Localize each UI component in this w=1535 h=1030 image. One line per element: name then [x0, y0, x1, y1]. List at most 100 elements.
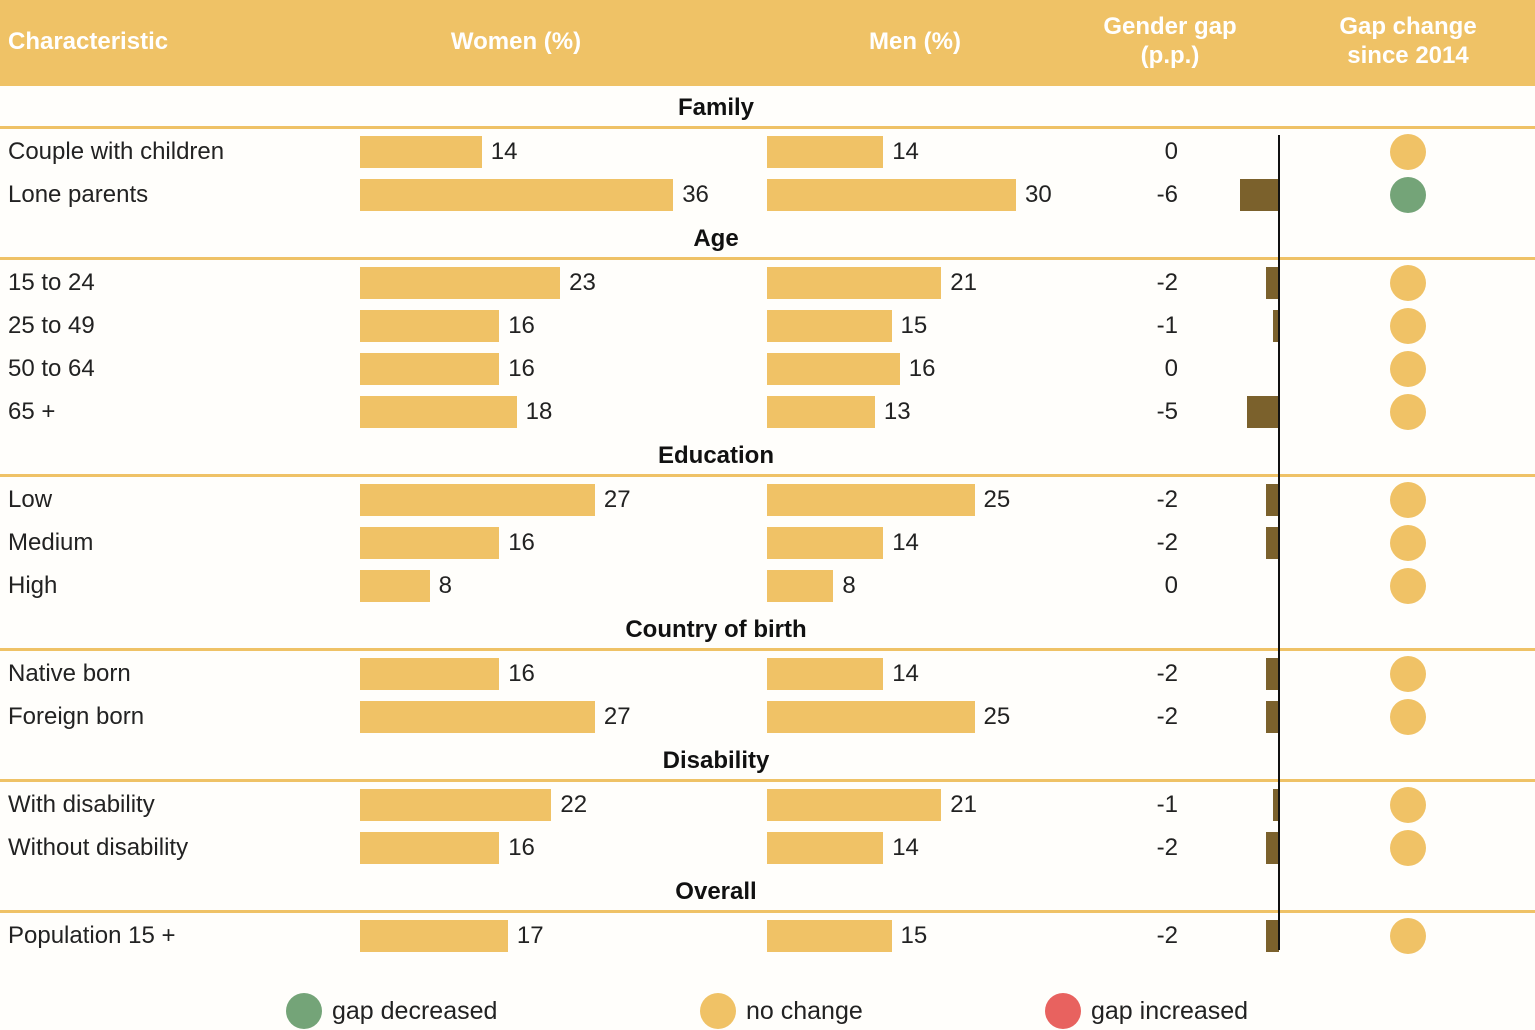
header-change-line1: Gap change [1339, 13, 1477, 40]
men-value: 14 [892, 138, 919, 165]
gap-value: -6 [1156, 181, 1178, 208]
gap-bar [1266, 920, 1279, 952]
section-title: Age [693, 225, 739, 252]
men-value: 14 [892, 660, 919, 687]
legend-decreased: gap decreased [286, 993, 497, 1029]
men-bar [767, 310, 892, 342]
gap-bar [1266, 658, 1279, 690]
change-indicator-no_change [1390, 482, 1426, 518]
men-bar [767, 658, 884, 690]
legend-label: no change [746, 996, 863, 1025]
women-value: 18 [525, 398, 553, 425]
women-bar [360, 920, 508, 952]
gap-bar [1240, 179, 1279, 211]
change-indicator-decreased [1390, 177, 1426, 213]
men-value: 21 [950, 269, 977, 296]
change-indicator-no_change [1390, 656, 1426, 692]
women-bar [360, 484, 595, 516]
section-divider [0, 910, 1535, 913]
section-divider [0, 474, 1535, 477]
row-label: 15 to 24 [8, 269, 95, 296]
section-title: Disability [662, 747, 770, 774]
legend-dot-increased [1045, 993, 1081, 1029]
legend-dot-no-change [700, 993, 736, 1029]
change-indicator-no_change [1390, 918, 1426, 954]
men-bar [767, 136, 884, 168]
men-value: 16 [908, 355, 936, 382]
gap-value: -2 [1156, 703, 1178, 730]
women-value: 16 [508, 660, 535, 687]
section-divider [0, 257, 1535, 260]
gap-bar [1266, 527, 1279, 559]
row-label: Lone parents [8, 181, 149, 208]
men-bar [767, 484, 975, 516]
women-bar [360, 353, 500, 385]
men-bar [767, 920, 892, 952]
change-indicator-no_change [1390, 830, 1426, 866]
women-value: 27 [603, 486, 631, 513]
men-value: 25 [983, 703, 1011, 730]
change-indicator-no_change [1390, 308, 1426, 344]
change-indicator-no_change [1390, 699, 1426, 735]
legend-no-change: no change [700, 993, 863, 1029]
men-bar [767, 396, 875, 428]
gap-bar [1272, 310, 1279, 342]
men-value: 15 [900, 922, 928, 949]
women-value: 16 [508, 834, 535, 861]
change-indicator-no_change [1390, 525, 1426, 561]
change-indicator-no_change [1390, 787, 1426, 823]
row-label: Low [8, 486, 53, 513]
women-bar [360, 832, 500, 864]
women-bar [360, 658, 500, 690]
change-indicator-no_change [1390, 351, 1426, 387]
gap-value: 0 [1164, 355, 1178, 382]
table-header: Characteristic Women (%) Men (%) Gender … [0, 0, 1535, 86]
row-label: Medium [8, 529, 94, 556]
women-value: 17 [516, 922, 544, 949]
men-value: 13 [883, 398, 911, 425]
legend-label: gap decreased [332, 996, 498, 1025]
women-bar [360, 179, 674, 211]
section-title: Overall [675, 878, 757, 905]
gap-bar [1266, 484, 1279, 516]
gap-value: -1 [1156, 312, 1178, 339]
gap-value: 0 [1164, 572, 1178, 599]
row-label: 50 to 64 [8, 355, 95, 382]
men-value: 25 [983, 486, 1011, 513]
row-label: 25 to 49 [8, 312, 95, 339]
gap-value: -2 [1156, 834, 1178, 861]
row-label: 65 + [8, 398, 56, 425]
women-bar [360, 789, 552, 821]
women-value: 16 [508, 355, 535, 382]
men-bar [767, 570, 834, 602]
men-value: 8 [842, 572, 856, 599]
men-value: 14 [892, 834, 919, 861]
men-bar [767, 789, 942, 821]
legend-dot-decreased [286, 993, 322, 1029]
row-label: Foreign born [8, 703, 145, 730]
gap-bar [1266, 832, 1279, 864]
row-label: Without disability [8, 834, 189, 861]
header-gap-line2: (p.p.) [1140, 42, 1200, 69]
women-bar [360, 570, 430, 602]
men-bar [767, 701, 975, 733]
men-bar [767, 267, 942, 299]
gap-bar [1266, 701, 1279, 733]
gap-value: -2 [1156, 529, 1178, 556]
women-bar [360, 701, 595, 733]
gap-axis-line [1278, 135, 1280, 950]
gap-value: 0 [1164, 138, 1178, 165]
women-bar [360, 267, 561, 299]
gap-bar [1246, 396, 1279, 428]
women-bar [360, 310, 500, 342]
row-label: Population 15 + [8, 922, 176, 949]
gap-value: -5 [1156, 398, 1178, 425]
women-value: 14 [490, 138, 518, 165]
header-change: Gap change since 2014 [1308, 12, 1508, 70]
row-label: With disability [8, 791, 155, 818]
header-gap-line1: Gender gap [1103, 13, 1237, 40]
gap-value: -1 [1156, 791, 1178, 818]
row-label: Native born [8, 660, 131, 687]
women-bar [360, 136, 482, 168]
women-value: 27 [603, 703, 631, 730]
